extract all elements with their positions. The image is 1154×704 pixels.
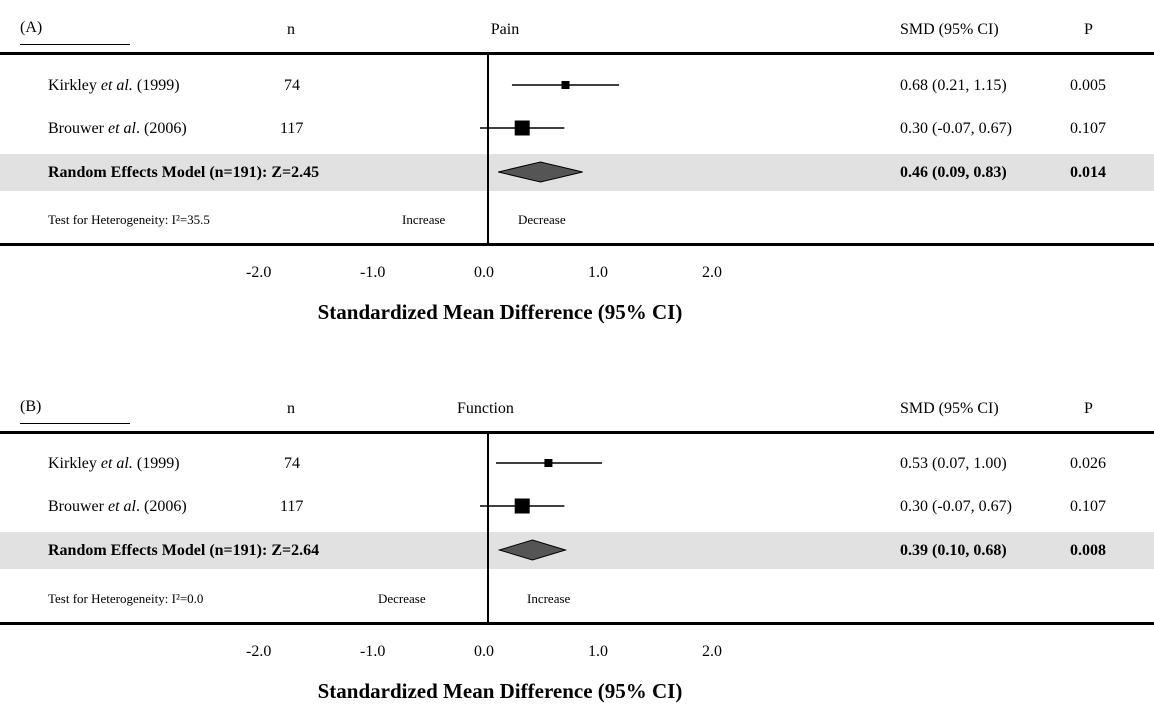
p-column-header: P — [1084, 21, 1093, 38]
smd-column-header: SMD (95% CI) — [900, 21, 999, 38]
study-marker — [514, 120, 530, 136]
direction-right: Decrease — [518, 212, 566, 227]
forest-plot-marks — [480, 52, 620, 246]
pooled-label: Random Effects Model (n=191): Z=2.45 — [48, 164, 320, 181]
n-column-header: n — [287, 21, 295, 38]
direction-right: Increase — [527, 591, 571, 606]
pooled-diamond — [497, 539, 568, 561]
study-n: 117 — [280, 120, 304, 137]
pooled-row-band — [0, 532, 1154, 569]
outcome-header: Pain — [490, 21, 520, 38]
study-p: 0.026 — [1070, 455, 1106, 472]
smd-column-header: SMD (95% CI) — [900, 400, 999, 417]
study-p: 0.107 — [1070, 498, 1106, 515]
outcome-header: Function — [457, 400, 514, 417]
study-n: 74 — [284, 455, 300, 472]
direction-left: Decrease — [378, 591, 426, 606]
forest-plot-marks — [480, 431, 602, 625]
x-tick-label: 0.0 — [474, 643, 494, 660]
x-tick-label: -1.0 — [360, 643, 386, 660]
forest-plot-pain: (A) n Pain SMD (95% CI) P Kirkley et al.… — [0, 0, 1154, 340]
pooled-p: 0.014 — [1070, 164, 1106, 181]
study-marker — [514, 498, 530, 514]
x-tick-label: -1.0 — [360, 264, 386, 281]
x-tick-label: -2.0 — [246, 264, 272, 281]
n-column-header: n — [287, 400, 295, 417]
forest-plot-function: (B) n Function SMD (95% CI) P Kirkley et… — [0, 349, 1154, 703]
study-smd: 0.68 (0.21, 1.15) — [900, 77, 1007, 94]
tag-underline — [20, 44, 130, 45]
study-name: Kirkley et al. (1999) — [48, 455, 180, 472]
study-smd: 0.30 (-0.07, 0.67) — [900, 498, 1012, 515]
header-rule — [0, 431, 1154, 434]
pooled-smd: 0.46 (0.09, 0.83) — [900, 164, 1007, 181]
study-name: Brouwer et al. (2006) — [48, 498, 187, 515]
study-marker — [561, 81, 570, 89]
x-axis-title: Standardized Mean Difference (95% CI) — [317, 300, 683, 324]
x-tick-label: -2.0 — [246, 643, 272, 660]
study-marker — [544, 459, 553, 467]
x-tick-label: 2.0 — [702, 643, 722, 660]
pooled-diamond — [498, 161, 583, 183]
study-name: Brouwer et al. (2006) — [48, 120, 187, 137]
tag-underline — [20, 423, 130, 424]
header-rule — [0, 52, 1154, 55]
p-column-header: P — [1084, 400, 1093, 417]
study-n: 74 — [284, 77, 300, 94]
pooled-smd: 0.39 (0.10, 0.68) — [900, 542, 1007, 559]
pooled-p: 0.008 — [1070, 542, 1106, 559]
panel-tag: (A) — [20, 19, 43, 36]
direction-left: Increase — [402, 212, 446, 227]
study-p: 0.005 — [1070, 77, 1106, 94]
x-tick-label: 2.0 — [702, 264, 722, 281]
x-tick-label: 1.0 — [588, 643, 608, 660]
x-tick-label: 0.0 — [474, 264, 494, 281]
heterogeneity-text: Test for Heterogeneity: I²=0.0 — [48, 591, 204, 606]
axis-rule — [0, 243, 1154, 246]
study-smd: 0.30 (-0.07, 0.67) — [900, 120, 1012, 137]
study-n: 117 — [280, 498, 304, 515]
x-tick-label: 1.0 — [588, 264, 608, 281]
study-p: 0.107 — [1070, 120, 1106, 137]
axis-rule — [0, 622, 1154, 625]
study-name: Kirkley et al. (1999) — [48, 77, 180, 94]
panel-tag: (B) — [20, 398, 42, 415]
pooled-label: Random Effects Model (n=191): Z=2.64 — [48, 542, 320, 559]
study-smd: 0.53 (0.07, 1.00) — [900, 455, 1007, 472]
heterogeneity-text: Test for Heterogeneity: I²=35.5 — [48, 212, 210, 227]
